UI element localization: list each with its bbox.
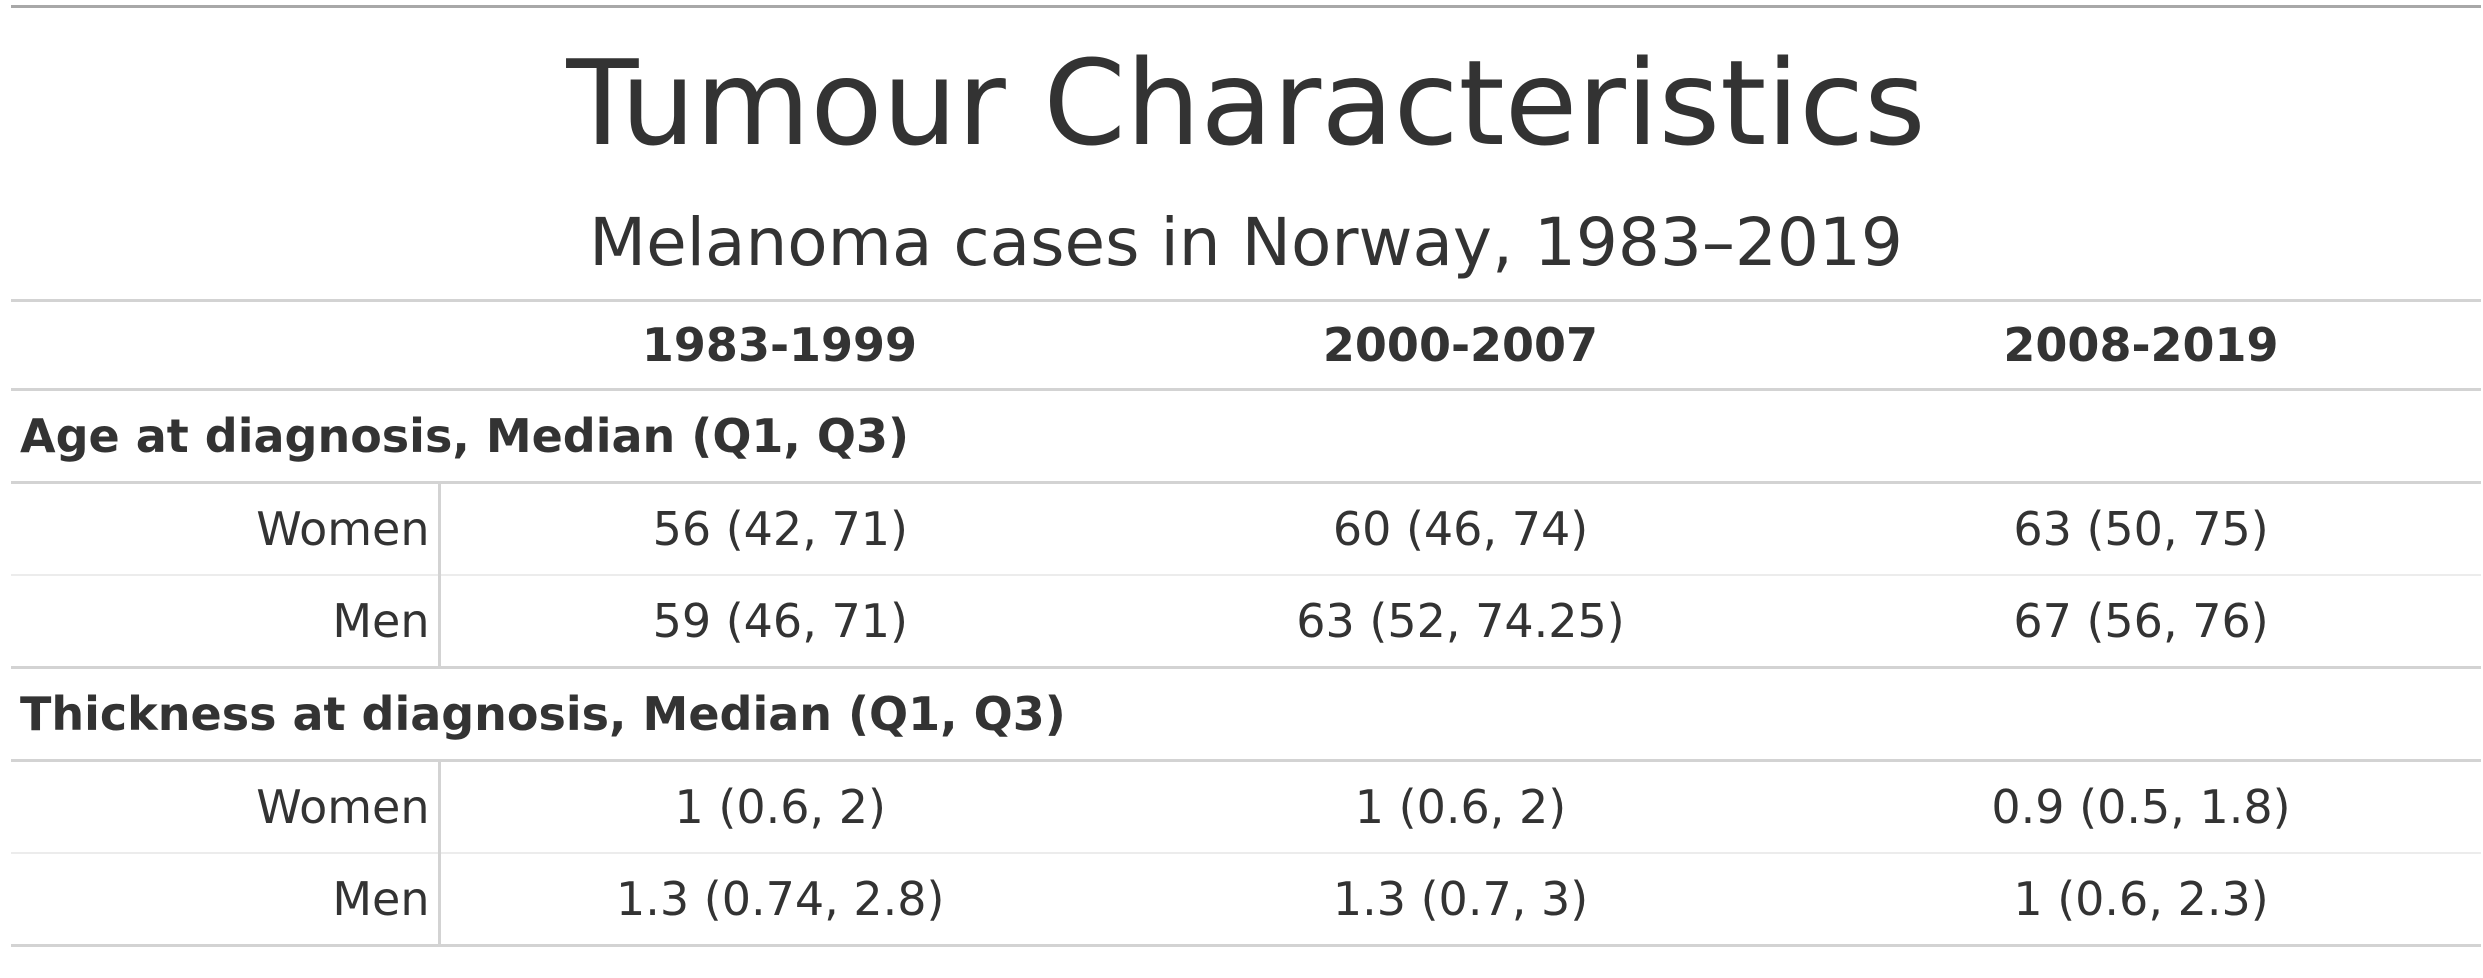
group-label: Thickness at diagnosis, Median (Q1, Q3) xyxy=(11,667,2481,762)
table-cell: 1 (0.6, 2.3) xyxy=(1801,853,2481,947)
table-cell: 56 (42, 71) xyxy=(439,482,1120,576)
characteristics-table: 1983-1999 2000-2007 2008-2019 Age at dia… xyxy=(11,299,2481,947)
group-header-age: Age at diagnosis, Median (Q1, Q3) xyxy=(11,389,2481,484)
table-cell: 1.3 (0.74, 2.8) xyxy=(439,853,1120,947)
group-header-thickness: Thickness at diagnosis, Median (Q1, Q3) xyxy=(11,667,2481,762)
top-rule xyxy=(11,5,2481,8)
column-header-stub xyxy=(11,299,439,391)
column-header-2000-2007: 2000-2007 xyxy=(1120,299,1801,391)
table-cell: 1 (0.6, 2) xyxy=(1120,760,1801,854)
table-row: Women 1 (0.6, 2) 1 (0.6, 2) 0.9 (0.5, 1.… xyxy=(11,760,2481,854)
table-subtitle: Melanoma cases in Norway, 1983–2019 xyxy=(589,204,1903,281)
group-label: Age at diagnosis, Median (Q1, Q3) xyxy=(11,389,2481,484)
row-label: Women xyxy=(11,760,441,854)
table-cell: 1 (0.6, 2) xyxy=(439,760,1120,854)
table-cell: 67 (56, 76) xyxy=(1801,575,2481,669)
table-row: Women 56 (42, 71) 60 (46, 74) 63 (50, 75… xyxy=(11,482,2481,576)
row-label: Women xyxy=(11,482,441,576)
row-label: Men xyxy=(11,575,441,669)
table-row: Men 1.3 (0.74, 2.8) 1.3 (0.7, 3) 1 (0.6,… xyxy=(11,853,2481,947)
table-title: Tumour Characteristics xyxy=(566,34,1926,172)
table-cell: 0.9 (0.5, 1.8) xyxy=(1801,760,2481,854)
table-cell: 1.3 (0.7, 3) xyxy=(1120,853,1801,947)
table-page: Tumour Characteristics Melanoma cases in… xyxy=(11,0,2481,978)
table-cell: 59 (46, 71) xyxy=(439,575,1120,669)
column-header-2008-2019: 2008-2019 xyxy=(1801,299,2481,391)
row-label: Men xyxy=(11,853,441,947)
table-cell: 63 (52, 74.25) xyxy=(1120,575,1801,669)
table-cell: 60 (46, 74) xyxy=(1120,482,1801,576)
table-cell: 63 (50, 75) xyxy=(1801,482,2481,576)
column-header-row: 1983-1999 2000-2007 2008-2019 xyxy=(11,299,2481,391)
table-row: Men 59 (46, 71) 63 (52, 74.25) 67 (56, 7… xyxy=(11,575,2481,669)
column-header-1983-1999: 1983-1999 xyxy=(439,299,1120,391)
